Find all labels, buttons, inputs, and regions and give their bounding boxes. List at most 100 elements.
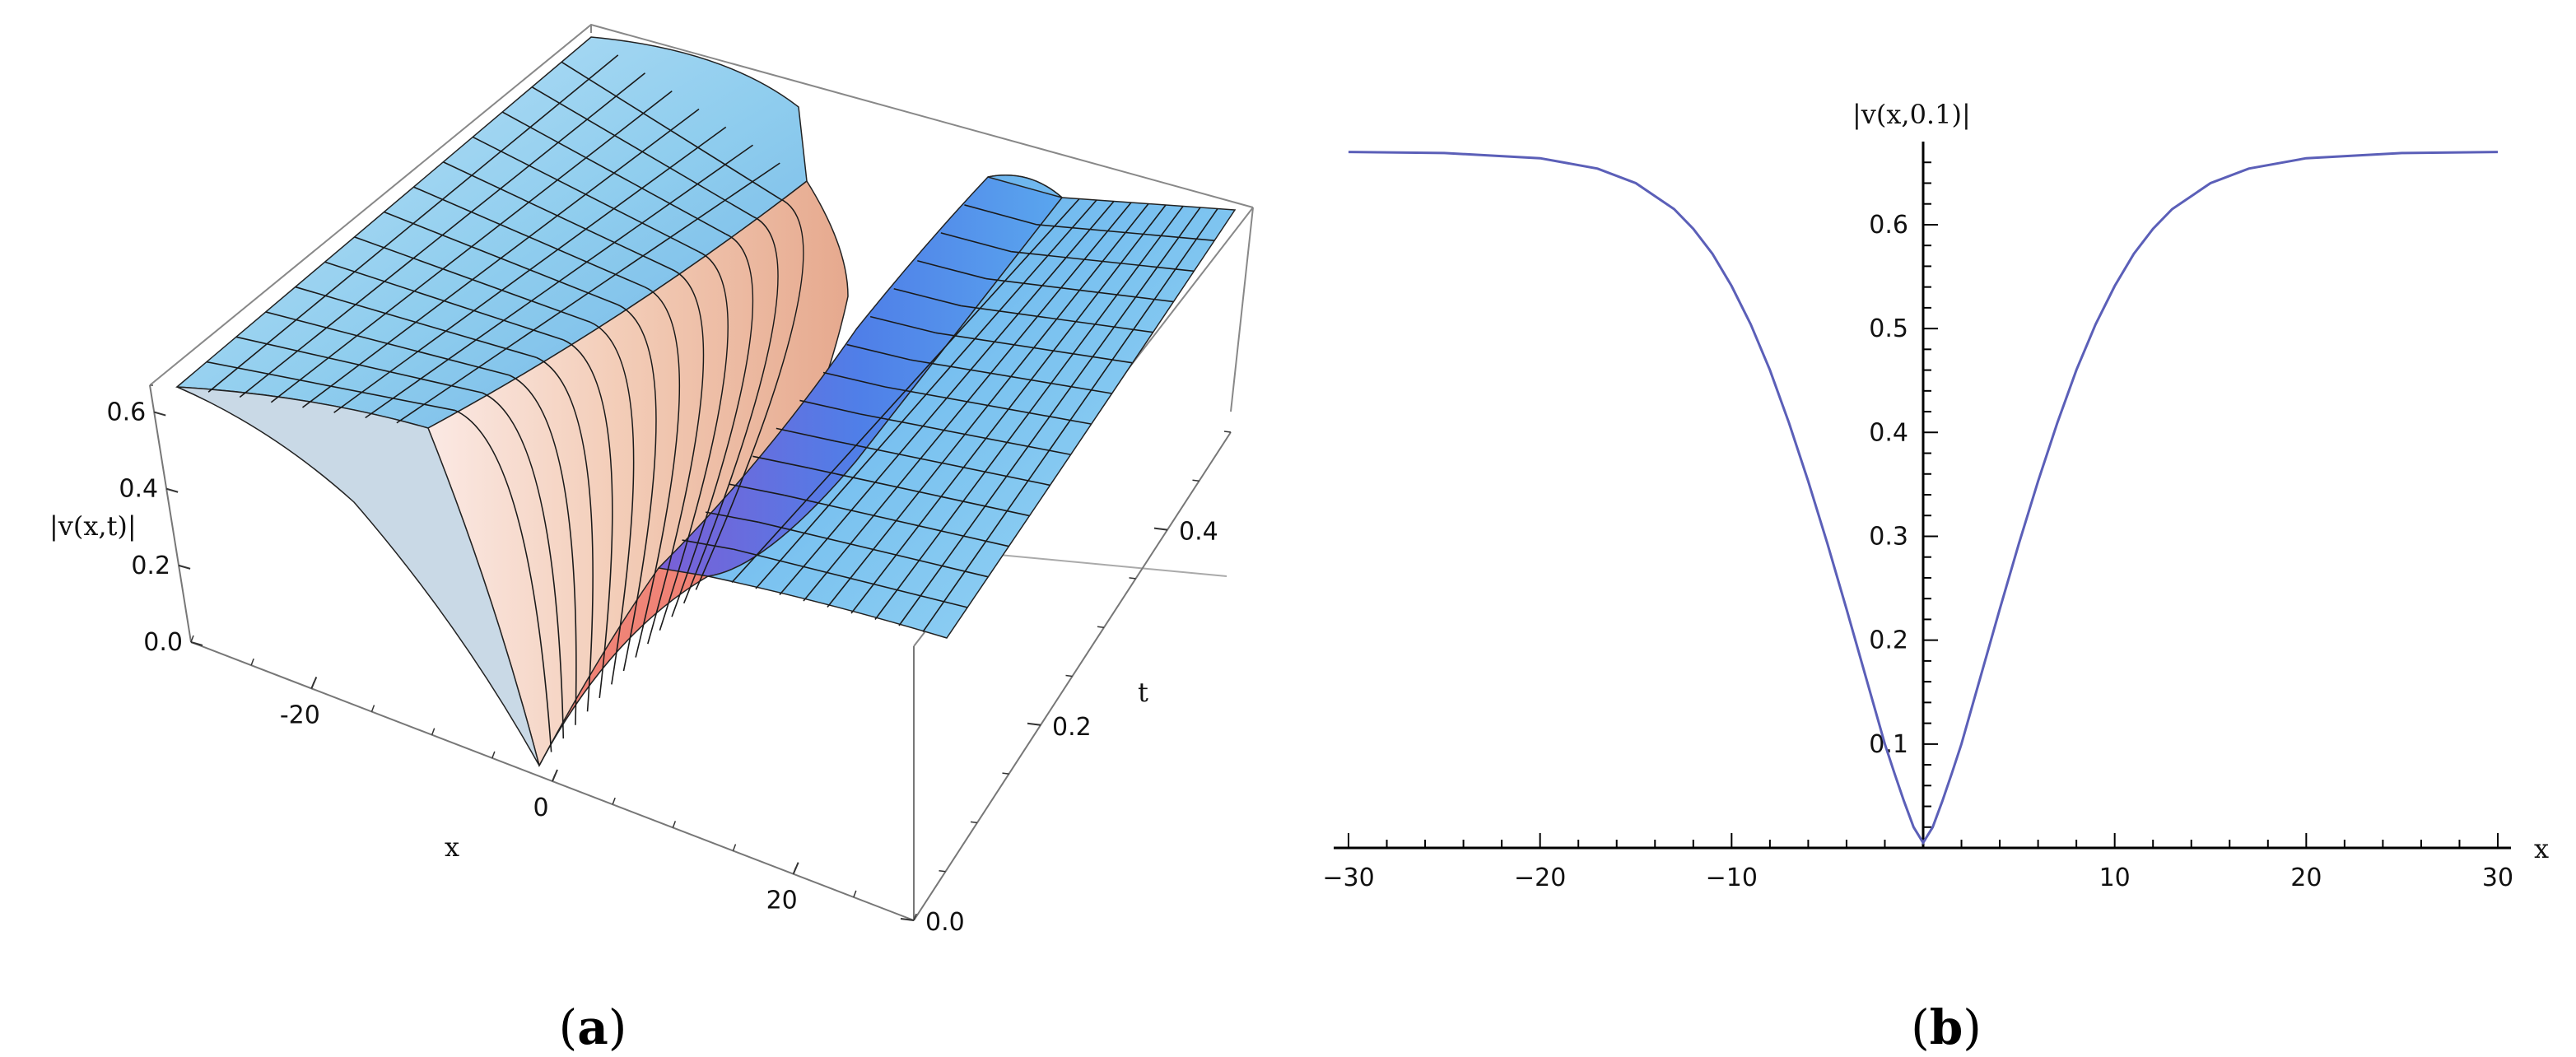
y-tick-label: 0.3	[1869, 522, 1908, 551]
mesh-line	[302, 108, 700, 408]
x-minor-tick	[612, 797, 616, 805]
mesh-line	[509, 374, 577, 725]
series-line	[1348, 151, 2499, 845]
t-tick-label: 0.4	[1179, 518, 1218, 547]
t-minor-tick	[1160, 528, 1168, 531]
x-minor-tick	[732, 844, 737, 851]
t-tick-label: 0.0	[925, 908, 965, 937]
z-axis-label: |v(x,t)|	[49, 510, 137, 542]
x-axis-label: x	[445, 831, 459, 863]
t-minor-tick	[1192, 479, 1199, 482]
z-axis-ticks: 0.0 0.2 0.4 0.6	[107, 398, 203, 657]
mesh-line	[874, 206, 1184, 620]
mesh-line	[940, 232, 1012, 253]
mesh-line	[755, 199, 1097, 589]
mesh-line	[893, 287, 962, 307]
t-minor-tick	[1097, 626, 1105, 628]
y-tick-label: 0.4	[1869, 418, 1908, 447]
z-tick-mark	[178, 564, 191, 570]
mesh-line	[647, 268, 705, 645]
mesh-line	[482, 392, 565, 739]
z-tick-mark	[190, 641, 203, 646]
mesh-line	[705, 511, 759, 524]
x-tick-label: −30	[1322, 864, 1374, 892]
mesh-line	[898, 207, 1201, 626]
panel-label-b: (b)	[1911, 999, 1982, 1055]
mesh-line	[776, 427, 835, 442]
mesh-line	[799, 399, 860, 415]
x-minor-tick	[672, 821, 677, 828]
x-tick-label: 20	[766, 887, 798, 915]
mesh-line	[682, 216, 779, 604]
mesh-line	[333, 126, 727, 413]
x-axis-label: x	[2534, 833, 2549, 864]
t-tick-label: 0.2	[1052, 713, 1092, 742]
panel-label-a: (a)	[559, 999, 627, 1055]
mesh-line	[635, 286, 681, 658]
t-minor-tick	[1065, 674, 1073, 678]
t-axis-label: t	[1138, 677, 1148, 708]
x-minor-tick	[853, 890, 857, 898]
x-minor-tick	[250, 658, 254, 666]
mesh-line	[731, 198, 1080, 584]
surface-right-plateau	[707, 175, 1237, 639]
surface-mesh	[206, 54, 1218, 752]
x-minor-tick	[431, 728, 436, 735]
surface-plot-panel: 0.0 0.2 0.4 0.6 |v(x,t)| -20 0 20 x 0.0 0.2 0.4…	[49, 23, 1254, 937]
t-minor-tick	[1129, 577, 1136, 580]
mesh-line	[589, 321, 635, 685]
y-axis-ticks: 0.10.20.30.40.50.6	[1869, 161, 1938, 828]
mesh-line	[917, 260, 987, 280]
x-minor-tick	[370, 705, 375, 712]
x-minor-tick	[792, 867, 797, 874]
mesh-line	[729, 483, 785, 496]
line-chart-panel: −30 −20 −10 10 20 30 0.10.20.30.40.50.6 |v(x,…	[1322, 99, 2549, 892]
mesh-line	[803, 202, 1132, 602]
x-tick-label: −10	[1706, 864, 1758, 892]
mesh-line	[396, 162, 780, 424]
t-minor-tick	[1033, 724, 1041, 726]
z-tick-label: 0.0	[143, 628, 183, 657]
mesh-line	[454, 409, 552, 752]
mesh-line	[964, 204, 1037, 226]
mesh-line	[682, 539, 734, 550]
x-tick-label: 20	[2290, 864, 2322, 892]
t-minor-tick	[1002, 772, 1009, 775]
mesh-line	[850, 204, 1167, 614]
z-tick-label: 0.6	[107, 398, 147, 427]
x-minor-tick	[913, 913, 917, 921]
mesh-line	[822, 371, 886, 388]
mesh-line	[671, 233, 754, 617]
x-tick-label: 30	[2482, 864, 2513, 892]
y-axis-label: |v(x,0.1)|	[1852, 99, 1971, 130]
mesh-line	[869, 315, 936, 334]
x-minor-tick	[310, 682, 315, 689]
x-minor-tick	[552, 774, 556, 782]
x-tick-label: −20	[1514, 864, 1566, 892]
mesh-line	[752, 455, 810, 469]
mesh-line	[827, 203, 1149, 608]
mesh-line	[239, 72, 645, 398]
t-axis-ticks: 0.0 0.2 0.4	[900, 431, 1232, 937]
y-tick-label: 0.6	[1869, 211, 1908, 240]
y-tick-label: 0.2	[1869, 626, 1908, 655]
mesh-line	[207, 54, 619, 393]
mesh-line	[617, 304, 657, 672]
mesh-line	[536, 356, 594, 712]
mesh-line	[922, 208, 1218, 632]
mesh-line	[562, 339, 613, 698]
mesh-line	[846, 343, 911, 361]
x-tick-label: 0	[533, 794, 548, 822]
mesh-line	[365, 144, 753, 419]
t-minor-tick	[939, 869, 946, 873]
y-tick-label: 0.5	[1869, 314, 1908, 343]
x-tick-label: 10	[2099, 864, 2131, 892]
mesh-line	[695, 198, 804, 590]
x-axis-ticks: -20 0 20	[190, 635, 917, 921]
mesh-line	[779, 200, 1115, 596]
t-minor-tick	[1223, 431, 1232, 433]
mesh-line	[270, 90, 673, 403]
x-minor-tick	[491, 751, 496, 759]
z-tick-mark	[165, 487, 179, 493]
